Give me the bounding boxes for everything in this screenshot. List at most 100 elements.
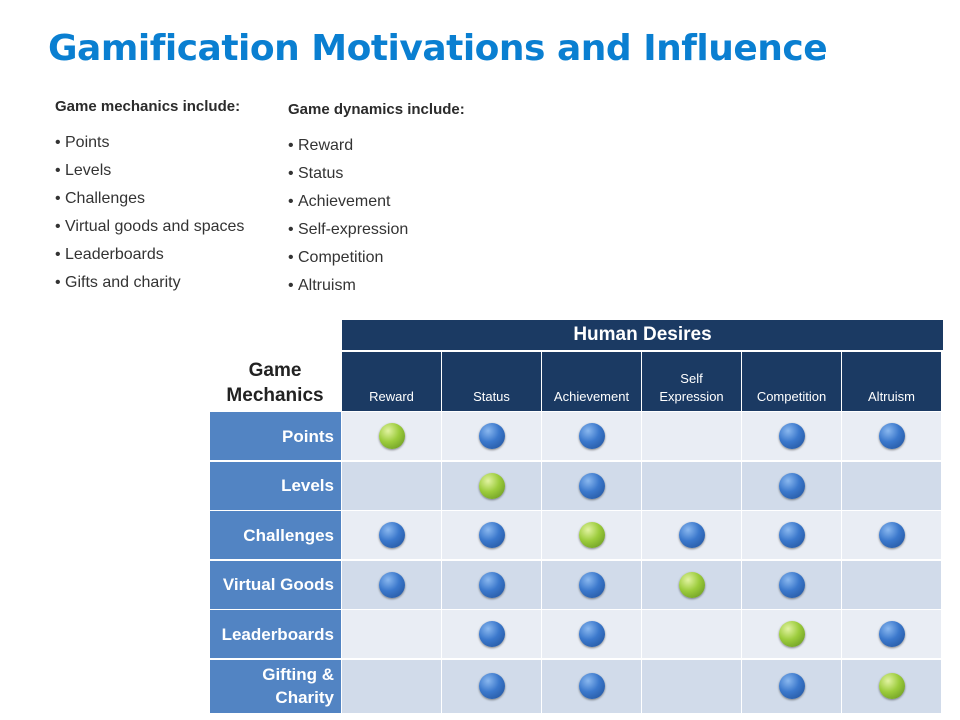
dynamic-item: • Competition xyxy=(288,244,465,272)
bullet-icon: • xyxy=(55,246,61,263)
row-header-label: Gifting & Charity xyxy=(262,665,334,707)
influence-dot-icon xyxy=(378,522,405,548)
row-header-label: Virtual Goods xyxy=(222,575,334,594)
dynamics-heading: Game dynamics include: xyxy=(288,101,465,118)
mechanic-item-label: Challenges xyxy=(65,190,146,207)
influence-dot-icon xyxy=(878,621,905,647)
influence-dot-icon xyxy=(378,571,405,598)
bullet-icon: • xyxy=(55,190,61,207)
influence-dot-icon xyxy=(878,423,905,449)
primary-influence-dot-icon xyxy=(578,522,605,548)
row-header: Challenges xyxy=(210,511,341,559)
matrix-cell xyxy=(642,659,741,713)
matrix-cell xyxy=(742,461,841,510)
mechanic-item-label: Leaderboards xyxy=(65,246,164,263)
bullet-icon: • xyxy=(55,162,61,179)
mechanic-item: • Virtual goods and spaces xyxy=(55,213,244,241)
column-header-label: Competition xyxy=(756,389,827,404)
dynamic-item: • Status xyxy=(288,160,465,188)
matrix-cell xyxy=(342,610,441,658)
matrix-cell xyxy=(442,461,541,510)
primary-influence-dot-icon xyxy=(878,673,905,699)
influence-dot-icon xyxy=(778,472,805,499)
mechanic-item: • Leaderboards xyxy=(55,241,244,269)
influence-dot-icon xyxy=(478,423,505,449)
column-header-label: Self Expression xyxy=(659,371,724,404)
dynamic-item: • Achievement xyxy=(288,188,465,216)
matrix-cell xyxy=(642,412,741,460)
matrix-cell xyxy=(442,659,541,713)
dynamic-item-label: Reward xyxy=(298,137,354,154)
mechanics-list: Game mechanics include: • Points • Levels • C… xyxy=(55,98,244,297)
influence-dot-icon xyxy=(678,522,705,548)
bullet-icon: • xyxy=(288,221,294,238)
influence-dot-icon xyxy=(778,571,805,598)
influence-dot-icon xyxy=(778,423,805,449)
mechanic-item-label: Virtual goods and spaces xyxy=(65,218,245,235)
dynamic-item-label: Status xyxy=(298,165,344,182)
dynamic-item-label: Achievement xyxy=(298,193,391,210)
influence-dot-icon xyxy=(478,571,505,598)
mechanics-heading: Game mechanics include: xyxy=(55,98,241,115)
mechanics-items: • Points • Levels • Challenges • Virtual goods … xyxy=(55,129,244,297)
matrix-cell xyxy=(842,560,941,609)
influence-dot-icon xyxy=(578,571,605,598)
column-header: Altruism xyxy=(842,352,941,411)
matrix-cell xyxy=(642,610,741,658)
matrix-cell xyxy=(442,560,541,609)
dynamic-item: • Self-expression xyxy=(288,216,465,244)
mechanic-item-label: Levels xyxy=(65,162,112,179)
dynamic-item-label: Competition xyxy=(298,249,384,266)
bullet-icon: • xyxy=(288,137,294,154)
bullet-icon: • xyxy=(288,277,294,294)
matrix-cell xyxy=(842,610,941,658)
mechanic-item: • Gifts and charity xyxy=(55,269,244,297)
matrix-cell xyxy=(742,511,841,559)
matrix-cell xyxy=(342,461,441,510)
matrix-cell xyxy=(342,511,441,559)
influence-dot-icon xyxy=(478,621,505,647)
bullet-icon: • xyxy=(288,193,294,210)
column-header: Self Expression xyxy=(642,352,741,411)
game-mechanics-header: Game Mechanics xyxy=(226,360,324,406)
matrix-cell xyxy=(842,461,941,510)
dynamics-list: Game dynamics include: • Reward • Status • Ac… xyxy=(288,101,465,300)
matrix-cell xyxy=(542,461,641,510)
matrix-cell xyxy=(842,659,941,713)
column-header: Achievement xyxy=(542,352,641,411)
influence-dot-icon xyxy=(578,621,605,647)
influence-dot-icon xyxy=(478,673,505,699)
matrix-cell xyxy=(442,511,541,559)
influence-dot-icon xyxy=(478,522,505,548)
column-header: Reward xyxy=(342,352,441,411)
mechanic-item: • Points xyxy=(55,129,244,157)
matrix-cell xyxy=(842,412,941,460)
bullet-icon: • xyxy=(288,249,294,266)
mechanic-item: • Challenges xyxy=(55,185,244,213)
row-header-label: Levels xyxy=(281,476,334,495)
row-header: Virtual Goods xyxy=(210,560,341,609)
influence-dot-icon xyxy=(578,673,605,699)
column-header: Competition xyxy=(742,352,841,411)
column-header: Status xyxy=(442,352,541,411)
matrix-cell xyxy=(642,511,741,559)
influence-dot-icon xyxy=(878,522,905,548)
primary-influence-dot-icon xyxy=(478,472,505,499)
bullet-icon: • xyxy=(288,165,294,182)
primary-influence-dot-icon xyxy=(778,621,805,647)
row-header: Gifting & Charity xyxy=(210,659,341,713)
matrix-cell xyxy=(542,412,641,460)
influence-dot-icon xyxy=(778,522,805,548)
matrix-cell xyxy=(442,610,541,658)
column-header-label: Reward xyxy=(369,389,414,404)
matrix-cell xyxy=(342,659,441,713)
matrix-cell xyxy=(542,659,641,713)
row-header: Leaderboards xyxy=(210,610,341,658)
influence-dot-icon xyxy=(778,673,805,699)
matrix-cell xyxy=(542,560,641,609)
mechanic-item-label: Points xyxy=(65,134,110,151)
row-header-label: Challenges xyxy=(243,525,334,545)
matrix-cell xyxy=(542,511,641,559)
bullet-icon: • xyxy=(55,218,61,235)
column-header-label: Altruism xyxy=(868,389,915,404)
